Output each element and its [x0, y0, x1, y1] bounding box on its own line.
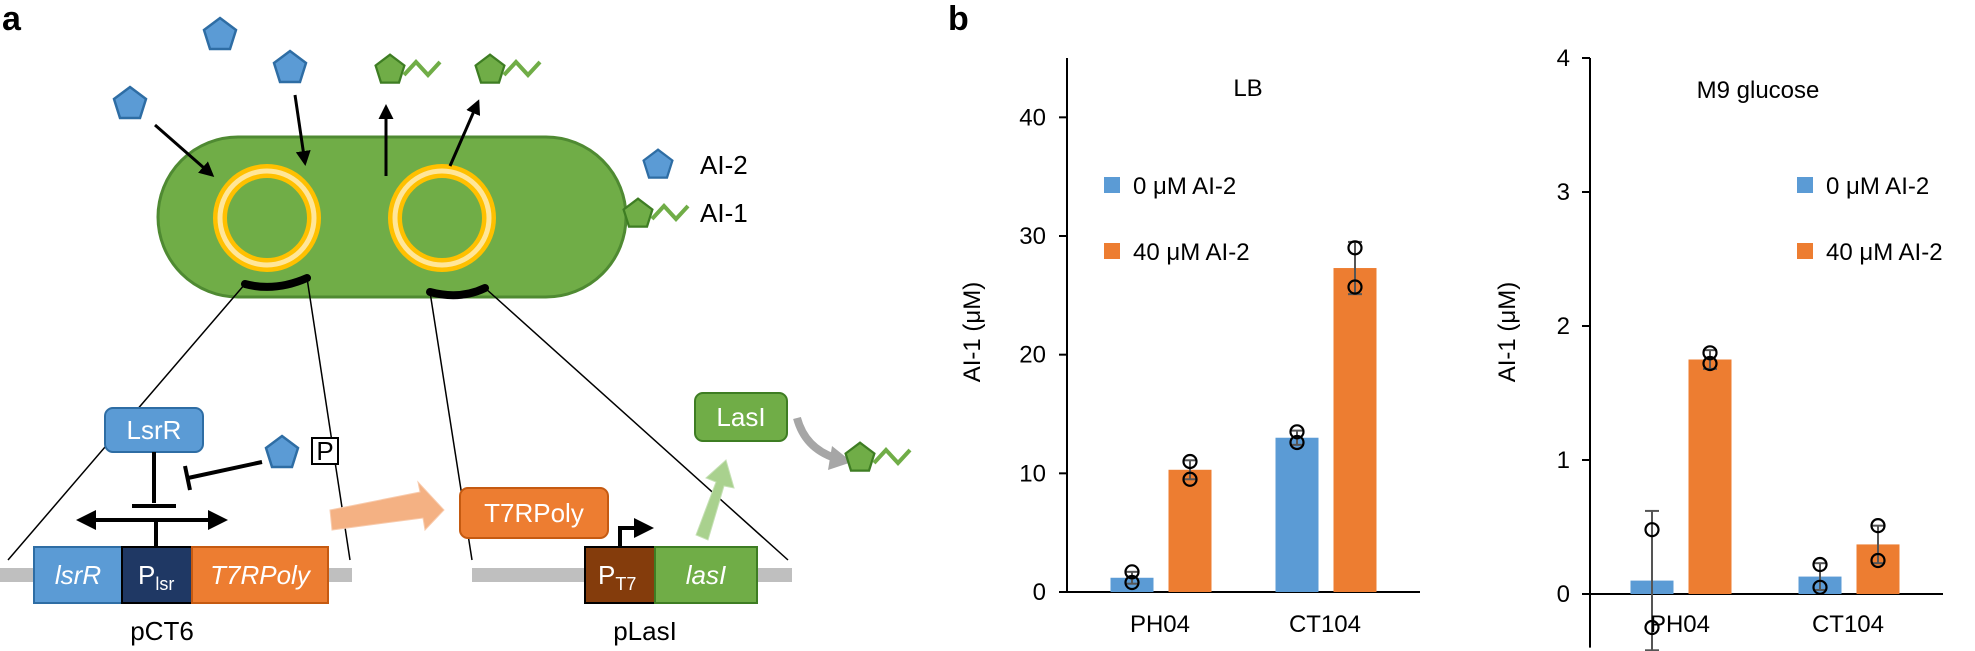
legend-label-0uM: 0 μM AI-2	[1826, 173, 1929, 200]
data-point	[1644, 522, 1660, 538]
synthesis-arrow-head	[828, 446, 852, 470]
y-tick-label: 0	[1557, 581, 1570, 608]
data-point	[1124, 574, 1140, 591]
lasi-gene-label: lasI	[686, 560, 726, 590]
ai1-molecule-icon	[474, 53, 542, 84]
ai2-molecule-icon	[264, 434, 300, 469]
legend-ai2-label: AI-2	[700, 150, 748, 180]
phosphate-label: P	[316, 436, 333, 466]
zoom-line	[484, 287, 789, 561]
t7rpoly-protein	[459, 487, 609, 539]
y-tick-label: 40	[1019, 104, 1046, 131]
ai2-molecule-icon	[272, 49, 308, 84]
data-point	[1702, 345, 1718, 361]
bar	[1688, 359, 1732, 594]
arrow-ai2-entry	[154, 123, 215, 177]
chart-lb-title: LB	[1233, 75, 1262, 102]
legend-swatch-40uM	[1797, 243, 1813, 259]
ai2-molecule-icon	[202, 16, 238, 51]
chart-lb: LB AI-1 (μM) 0 10 20 30 40 PH04 CT104 0 μM AI…	[959, 58, 1420, 638]
data-point	[1182, 471, 1198, 487]
data-point	[1182, 453, 1198, 470]
category-label: PH04	[1650, 611, 1710, 638]
lsrr-gene	[33, 546, 123, 604]
lsrr-protein-label: LsrR	[127, 415, 182, 445]
expression-arrow-orange	[329, 480, 445, 532]
plasmid-segment-mark-left	[241, 274, 311, 291]
legend-ai1-icon	[622, 197, 690, 228]
plasmid-ring-right-inner	[392, 168, 492, 268]
t7rpoly-gene	[191, 546, 329, 604]
y-tick-label: 3	[1557, 179, 1570, 206]
phosphate-box	[311, 437, 339, 465]
pt7-promoter-label: PT7	[598, 560, 636, 594]
y-tick-label: 1	[1557, 447, 1570, 474]
t7rpoly-gene-label: T7RPoly	[210, 560, 312, 590]
legend-swatch-0uM	[1104, 177, 1120, 193]
chart-m9-glucose: M9 glucose AI-1 (μM) 0 1 2 3 4 PH04 CT104 0 μ…	[1494, 45, 1943, 651]
data-point	[1870, 518, 1886, 534]
ai1-molecule-icon	[374, 53, 442, 84]
plasmid-name-plasi: pLasI	[613, 616, 677, 646]
category-label: PH04	[1130, 611, 1190, 638]
inhibition-line	[187, 460, 263, 480]
data-point	[1289, 424, 1305, 440]
data-point	[1347, 240, 1363, 256]
lasi-gene	[654, 546, 758, 604]
plasmid-name-pct6: pCT6	[130, 616, 194, 646]
ai1-molecule-icon	[844, 441, 912, 472]
chart-lb-ylabel: AI-1 (μM)	[959, 282, 986, 383]
inhibition-bar	[183, 465, 192, 491]
data-point	[1124, 564, 1140, 580]
pt7-promoter	[584, 546, 656, 604]
panel-label-b: b	[948, 0, 969, 38]
bar	[1333, 268, 1377, 592]
plsr-promoter-label: Plsr	[138, 560, 174, 594]
data-point	[1644, 619, 1660, 636]
legend-label-40uM: 40 μM AI-2	[1826, 239, 1943, 266]
data-point	[1812, 556, 1828, 573]
expression-arrow-green	[695, 459, 735, 541]
legend-ai2-icon	[642, 148, 674, 179]
arrow-ai2-entry	[293, 94, 311, 166]
y-tick-label: 30	[1019, 223, 1046, 250]
plasmid-ring-left-inner	[217, 168, 317, 268]
plsr-promoter	[121, 546, 193, 604]
legend-swatch-40uM	[1104, 243, 1120, 259]
ai2-molecule-icon	[112, 85, 148, 120]
chart-m9-title: M9 glucose	[1697, 77, 1820, 104]
data-point	[1870, 552, 1886, 569]
data-point	[1347, 279, 1363, 295]
legend-ai1-label: AI-1	[700, 198, 748, 228]
plasmid-segment-mark-right	[426, 284, 489, 300]
arrow-ai1-export	[448, 99, 481, 167]
lsrr-gene-label: lsrR	[55, 560, 101, 590]
legend-label-40uM: 40 μM AI-2	[1133, 239, 1250, 266]
data-point	[1812, 579, 1828, 595]
legend-label-0uM: 0 μM AI-2	[1133, 173, 1236, 200]
category-label: CT104	[1812, 611, 1884, 638]
chart-m9-ylabel: AI-1 (μM)	[1494, 282, 1521, 383]
lasi-protein-label: LasI	[716, 402, 765, 432]
synthesis-arrow-grey	[793, 416, 837, 462]
category-label: CT104	[1289, 611, 1361, 638]
bar	[1110, 577, 1154, 592]
lasi-protein	[694, 392, 788, 442]
panel-label-a: a	[2, 0, 22, 38]
legend-swatch-0uM	[1797, 177, 1813, 193]
data-point	[1702, 355, 1718, 372]
data-point	[1289, 434, 1305, 451]
bar	[1168, 469, 1212, 592]
y-tick-label: 10	[1019, 460, 1046, 487]
t7rpoly-protein-label: T7RPoly	[484, 498, 584, 528]
y-tick-label: 4	[1557, 45, 1570, 72]
y-tick-label: 20	[1019, 342, 1046, 369]
y-tick-label: 0	[1033, 579, 1046, 606]
bar	[1275, 437, 1319, 592]
y-tick-label: 2	[1557, 313, 1570, 340]
